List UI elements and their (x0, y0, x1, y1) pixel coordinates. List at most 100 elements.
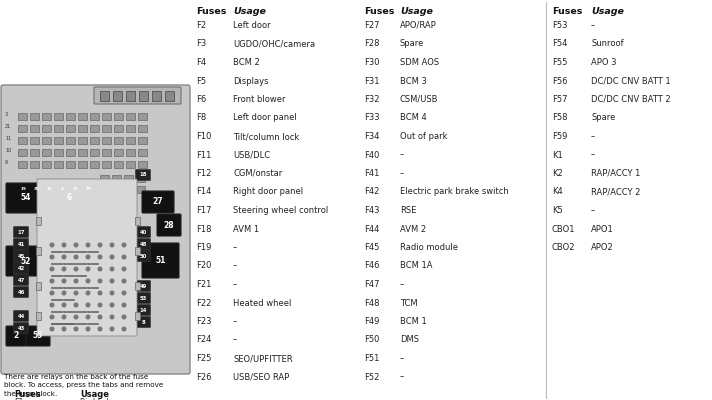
Bar (126, 125, 135, 132)
Text: –: – (400, 354, 404, 363)
Circle shape (122, 291, 126, 295)
Bar (42, 137, 51, 144)
Text: AVM 1: AVM 1 (233, 224, 259, 234)
Text: Fuses: Fuses (364, 7, 394, 16)
Text: RAP/ACCY 2: RAP/ACCY 2 (591, 188, 640, 196)
Text: F44: F44 (364, 224, 379, 234)
Bar (126, 149, 135, 156)
Text: –: – (400, 372, 404, 382)
Text: –: – (400, 280, 404, 289)
FancyBboxPatch shape (135, 293, 150, 303)
Text: F55: F55 (552, 58, 567, 67)
Text: 48: 48 (140, 242, 147, 246)
FancyBboxPatch shape (37, 179, 137, 336)
Circle shape (122, 255, 126, 259)
Text: 28: 28 (164, 220, 174, 230)
Text: 10: 10 (5, 148, 11, 154)
Text: 11: 11 (5, 136, 11, 142)
Bar (36, 247, 41, 255)
Bar (138, 113, 147, 120)
Bar (18, 149, 27, 156)
Text: Usage: Usage (233, 7, 266, 16)
Text: F4: F4 (196, 58, 206, 67)
Text: F53: F53 (552, 21, 567, 30)
Text: –: – (233, 243, 237, 252)
Bar (54, 161, 63, 168)
Text: Tilt/column lock: Tilt/column lock (233, 132, 299, 141)
Bar (126, 161, 135, 168)
FancyBboxPatch shape (14, 238, 28, 250)
Text: F26: F26 (196, 372, 211, 382)
Text: Spare: Spare (400, 40, 424, 48)
Text: K2: K2 (552, 169, 562, 178)
Bar (112, 175, 121, 182)
Text: Left door: Left door (233, 21, 271, 30)
FancyBboxPatch shape (14, 274, 28, 286)
Text: F43: F43 (364, 206, 379, 215)
Text: 40: 40 (140, 230, 147, 234)
Text: F2: F2 (196, 21, 206, 30)
Text: K1: K1 (552, 150, 562, 160)
FancyBboxPatch shape (6, 246, 46, 276)
Text: F23: F23 (196, 317, 211, 326)
Text: 52: 52 (21, 256, 31, 266)
Bar (90, 113, 99, 120)
Bar (100, 175, 109, 182)
Circle shape (98, 315, 102, 319)
Text: 49: 49 (140, 284, 147, 288)
Text: F47: F47 (364, 280, 379, 289)
Text: Usage: Usage (400, 7, 433, 16)
Text: F25: F25 (196, 354, 211, 363)
Text: –: – (233, 317, 237, 326)
Bar (90, 125, 99, 132)
Text: 3: 3 (5, 112, 8, 118)
Text: USB/SEO RAP: USB/SEO RAP (233, 372, 289, 382)
Circle shape (51, 291, 54, 295)
Bar (36, 312, 41, 320)
Text: BCM 2: BCM 2 (233, 58, 260, 67)
Text: F12: F12 (196, 169, 211, 178)
FancyBboxPatch shape (157, 214, 181, 236)
FancyBboxPatch shape (135, 281, 150, 291)
Text: 51: 51 (155, 256, 166, 265)
Circle shape (86, 315, 90, 319)
Circle shape (86, 279, 90, 283)
Text: 4: 4 (61, 187, 64, 191)
Bar (138, 125, 147, 132)
Circle shape (74, 243, 78, 247)
Circle shape (62, 303, 66, 307)
Text: 45: 45 (17, 254, 25, 258)
Bar (18, 161, 27, 168)
Text: F6: F6 (196, 95, 206, 104)
FancyBboxPatch shape (43, 185, 56, 193)
Bar (78, 125, 87, 132)
Text: F42: F42 (364, 188, 379, 196)
Circle shape (98, 279, 102, 283)
Bar (78, 113, 87, 120)
Text: BCM 1: BCM 1 (400, 317, 426, 326)
Circle shape (51, 303, 54, 307)
Bar (30, 149, 39, 156)
Circle shape (122, 327, 126, 331)
Bar (135, 312, 140, 320)
Text: Heated wheel: Heated wheel (233, 298, 291, 308)
FancyBboxPatch shape (94, 87, 181, 104)
Bar (114, 113, 123, 120)
Text: USB/DLC: USB/DLC (233, 150, 270, 160)
Text: 9: 9 (5, 160, 8, 166)
Circle shape (51, 243, 54, 247)
Text: 8: 8 (141, 320, 145, 324)
Text: –: – (591, 132, 595, 141)
Bar (66, 137, 75, 144)
Bar (114, 161, 123, 168)
Text: F22: F22 (196, 298, 211, 308)
Bar (135, 217, 140, 225)
FancyBboxPatch shape (1, 85, 190, 374)
Bar (66, 149, 75, 156)
FancyBboxPatch shape (135, 250, 150, 262)
Bar (100, 91, 109, 101)
FancyBboxPatch shape (135, 226, 150, 238)
Bar (18, 113, 27, 120)
Circle shape (74, 279, 78, 283)
Text: F52: F52 (364, 372, 379, 382)
